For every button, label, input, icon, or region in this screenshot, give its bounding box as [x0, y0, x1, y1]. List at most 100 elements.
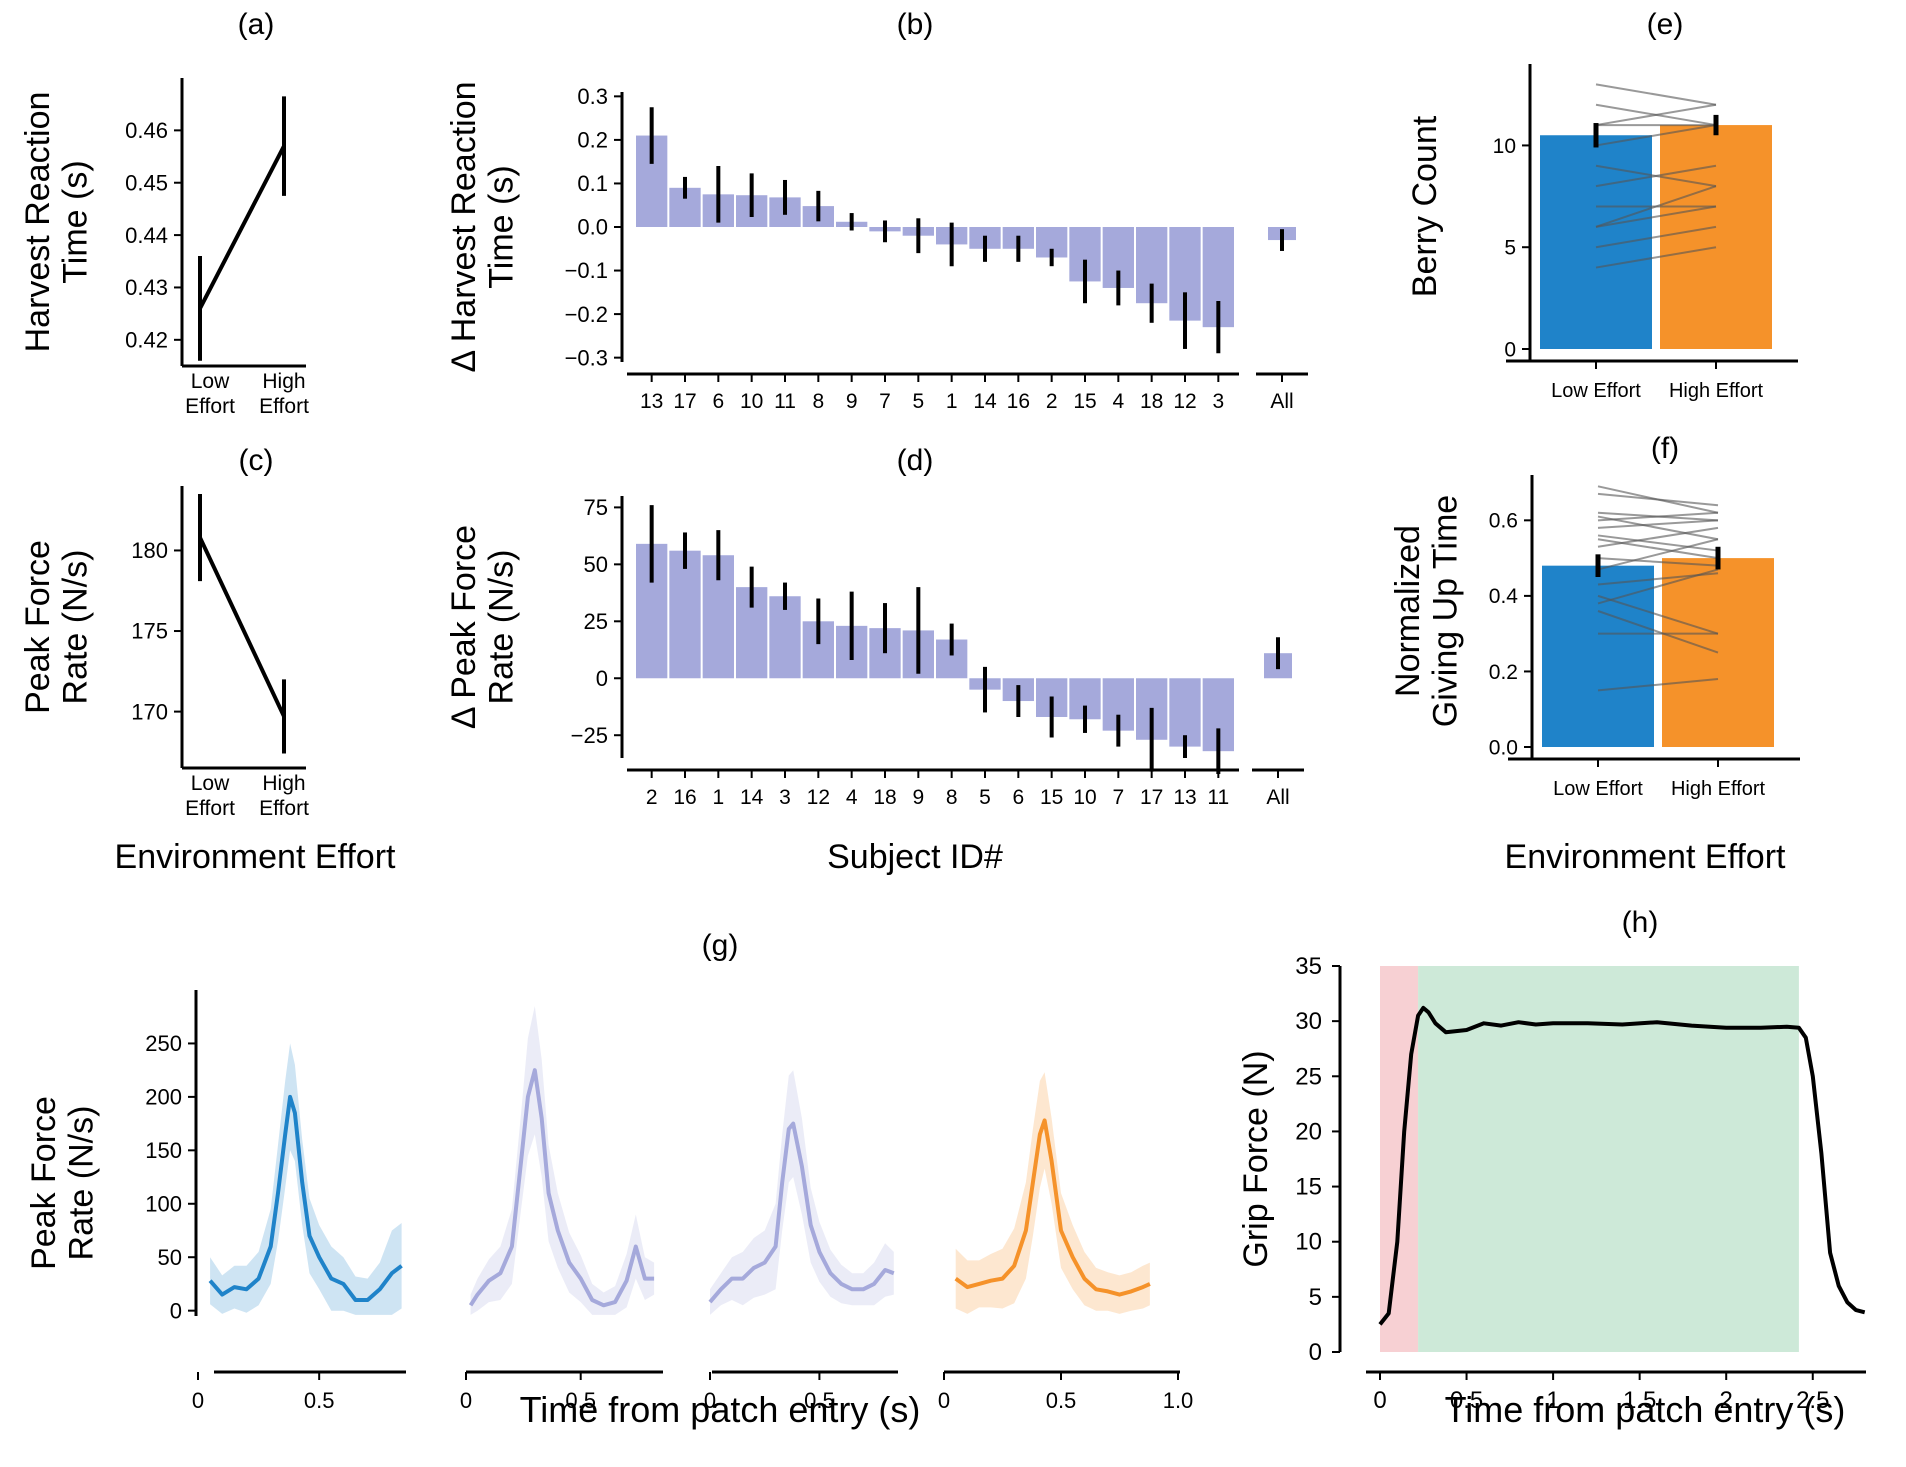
x-tick-label: 2: [1720, 1387, 1733, 1414]
y-axis-label-0: Peak Force: [25, 1096, 63, 1270]
subject-pair-line: [1597, 511, 1719, 522]
axis-ytick-label: 0.44: [125, 223, 168, 248]
y-tick-label: 10: [1295, 1229, 1322, 1256]
x-category-label: Low Effort: [1551, 380, 1641, 402]
trace-group-1: 0 0.5: [192, 1043, 406, 1413]
y-axis-label-0: Berry Count: [1406, 115, 1444, 297]
subject-pair-line: [1597, 492, 1719, 507]
x-tick-label: 11: [774, 390, 796, 413]
subject-pair-line: [1597, 519, 1719, 529]
x-tick-label: 15: [1073, 390, 1096, 413]
trace-group-2: 0 0.5: [460, 1006, 663, 1413]
x-tick-label: 16: [1007, 390, 1030, 413]
axis-ytick-label: 170: [131, 699, 168, 724]
subject-pair-line: [1597, 538, 1719, 560]
x-category-label: High: [262, 370, 305, 393]
subject-pair-line: [1597, 568, 1719, 605]
axis-ytick-label: 0.0: [577, 215, 608, 240]
x-tick-label: 6: [1012, 786, 1024, 809]
x-tick-label: 17: [1140, 786, 1163, 809]
axis-ytick-label: 5: [1504, 237, 1516, 260]
x-tick-label: 3: [779, 786, 791, 809]
subject-pair-line: [1595, 164, 1717, 188]
x-tick-label: 8: [812, 390, 824, 413]
x-tick-label: 4: [846, 786, 858, 809]
axis-ytick-label: 0.0: [1489, 736, 1518, 759]
x-tick-label: 12: [1173, 390, 1196, 413]
x-tick-label: 9: [912, 786, 924, 809]
x-category-label: Low: [191, 370, 230, 393]
mean-line: [198, 536, 286, 718]
confidence-band: [210, 1043, 402, 1315]
y-axis-label-0: Harvest Reaction: [19, 92, 57, 353]
x-tick-label: 9: [846, 390, 858, 413]
x-category-label: High Effort: [1671, 778, 1766, 800]
environment-effort-label-left: Environment Effort: [115, 838, 397, 876]
subject-pair-line: [1595, 124, 1717, 147]
x-category-label: Effort: [185, 395, 235, 418]
axis-ytick-label: 180: [131, 538, 168, 563]
axis-ytick-label: 0.3: [577, 84, 608, 109]
x-tick-label: 5: [979, 786, 991, 809]
x-tick-label: 0: [1373, 1387, 1386, 1414]
x-tick-label: 14: [740, 786, 764, 809]
x-tick-label: 17: [673, 390, 696, 413]
x-tick-label: 13: [640, 390, 663, 413]
subject-pair-line: [1597, 526, 1719, 548]
grip-force-trace: [1378, 1005, 1866, 1326]
x-tick-label: 10: [740, 390, 763, 413]
axis-ytick-label: 0.42: [125, 328, 168, 353]
trace-group-4: 0 0.5 1.0: [938, 1072, 1193, 1413]
axis-ytick-label: 0.45: [125, 170, 168, 195]
axis-ytick-label: 75: [584, 495, 608, 520]
x-category-label: Effort: [259, 395, 309, 418]
x-tick-label: 13: [1173, 786, 1196, 809]
panel-label-d: (d): [897, 444, 934, 477]
axis-ytick-label: −0.3: [565, 345, 608, 370]
x-tick-label: 12: [807, 786, 830, 809]
x-category-label: Effort: [259, 797, 309, 820]
x-tick-label: 0.5: [804, 1388, 835, 1413]
y-tick-label: 5: [1309, 1284, 1322, 1311]
x-tick-label: 7: [1112, 786, 1124, 809]
subject-pair-line: [1595, 185, 1717, 228]
mean-trace: [208, 1094, 403, 1302]
axis-ytick-label: −25: [571, 723, 608, 748]
x-tick-label: 11: [1207, 786, 1229, 809]
subject-pair-line: [1597, 538, 1719, 571]
x-tick-label: 18: [1140, 390, 1163, 413]
subject-id-label: Subject ID#: [827, 838, 1003, 876]
subject-pair-line: [1597, 678, 1719, 692]
time-label-g: Time from patch entry (s): [520, 1389, 921, 1430]
trace-group-3: 0 0.5: [704, 1070, 898, 1413]
x-tick-label: 4: [1112, 390, 1124, 413]
x-tick-label: 1.5: [1623, 1387, 1656, 1414]
panel-label-e: (e): [1647, 8, 1684, 41]
x-tick-label-all: All: [1266, 786, 1289, 809]
x-tick-label: 0: [460, 1388, 472, 1413]
x-category-label: High Effort: [1669, 380, 1764, 402]
axis-ytick-label: 50: [158, 1245, 182, 1270]
panel-e: 0 5 10 Low Effort High Effort Berry Count: [1406, 64, 1798, 402]
axis-ytick-label: 0.2: [577, 128, 608, 153]
panel-b: −0.3−0.2−0.10.00.10.20.313 17 6 10 11 8 9 7 5 1 14…: [445, 81, 1308, 413]
axis-ytick-label: 0.4: [1489, 585, 1519, 608]
x-tick-label: 3: [1212, 390, 1224, 413]
subject-pair-line: [1595, 225, 1717, 249]
axis-ytick-label: −0.2: [565, 302, 608, 327]
y-axis-label-1: Time (s): [483, 165, 521, 288]
panel-label-h: (h): [1622, 906, 1659, 939]
panel-f: 0.0 0.2 0.4 0.6 Low Effort High Effort Normali…: [1389, 475, 1800, 800]
x-tick-label: 1: [712, 786, 724, 809]
x-tick-label: 6: [712, 390, 724, 413]
subject-pair-line: [1597, 534, 1719, 552]
subject-pair-line: [1597, 557, 1719, 567]
axis-ytick-label: 0.2: [1489, 661, 1518, 684]
y-tick-label: 0: [1309, 1339, 1322, 1366]
x-tick-label: 1: [946, 390, 958, 413]
axis-ytick-label: 0: [170, 1298, 182, 1323]
mean-trace: [954, 1118, 1151, 1297]
axis-ytick-label: 100: [145, 1191, 182, 1216]
x-tick-label: 0: [704, 1388, 716, 1413]
